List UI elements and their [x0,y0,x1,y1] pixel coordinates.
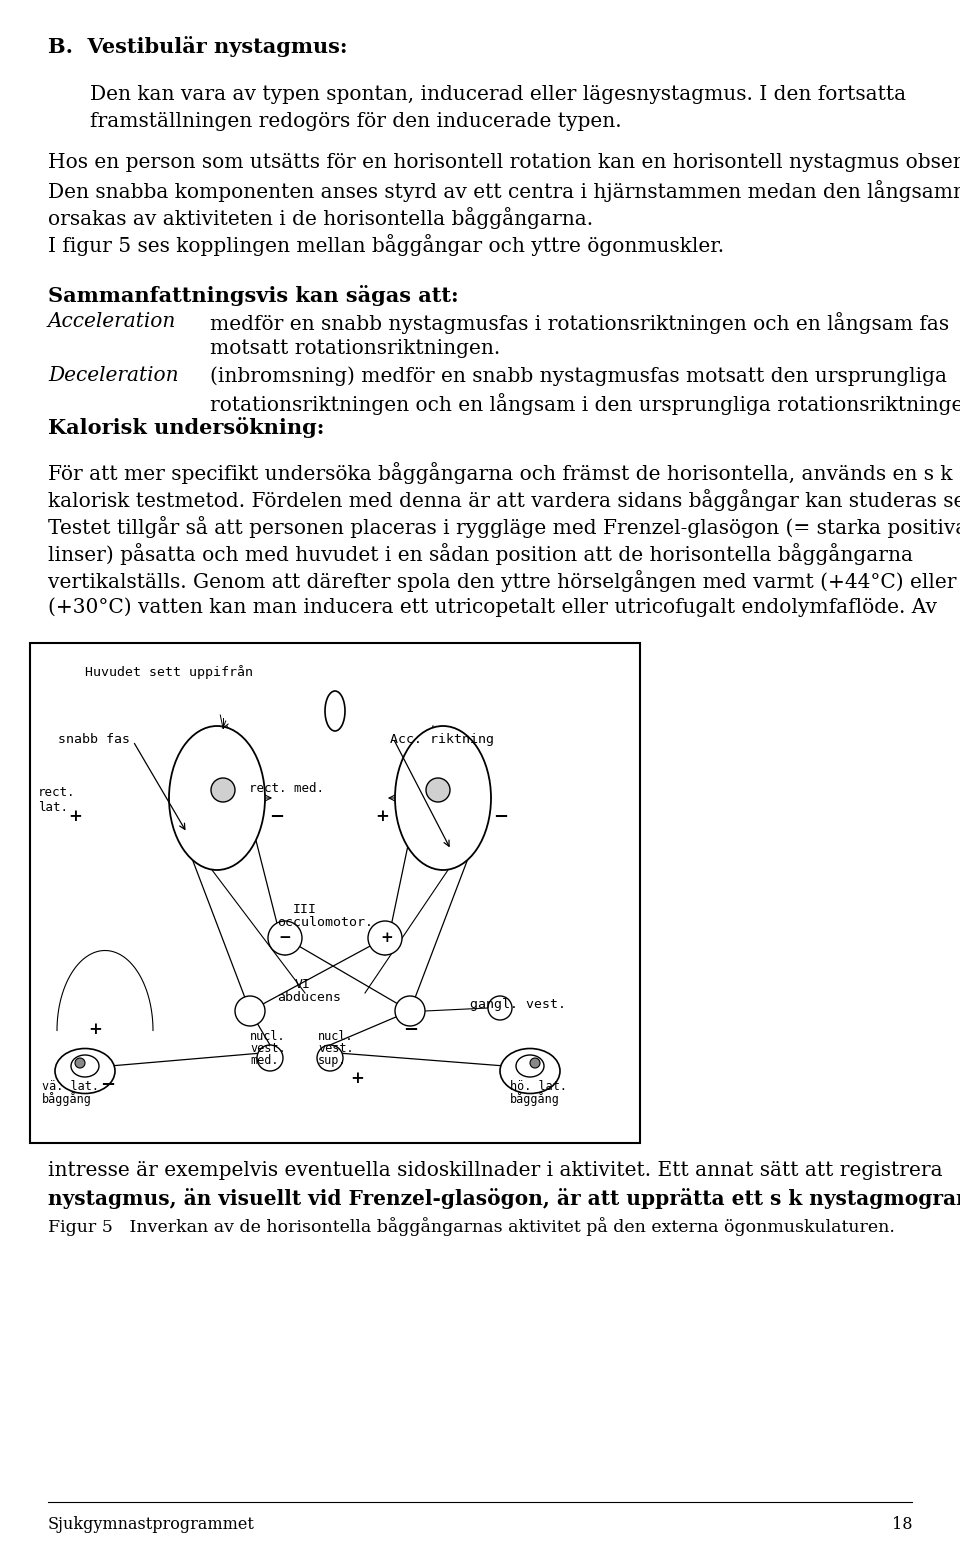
Ellipse shape [500,1048,560,1094]
Text: I figur 5 ses kopplingen mellan båggångar och yttre ögonmuskler.: I figur 5 ses kopplingen mellan båggånga… [48,234,724,256]
Circle shape [426,778,450,801]
Text: nucl.: nucl. [250,1029,286,1043]
Text: hö. lat.: hö. lat. [510,1080,567,1093]
Text: rect. med.: rect. med. [249,781,324,795]
Text: linser) påsatta och med huvudet i en sådan position att de horisontella båggånga: linser) påsatta och med huvudet i en såd… [48,542,913,566]
Text: +: + [88,1022,102,1039]
Text: För att mer specifikt undersöka båggångarna och främst de horisontella, används : För att mer specifikt undersöka båggånga… [48,462,952,484]
Text: Acc. riktning: Acc. riktning [390,734,494,746]
Circle shape [317,1045,343,1071]
Text: nystagmus, än visuellt vid Frenzel-glasögon, är att upprätta ett s k nystagmogra: nystagmus, än visuellt vid Frenzel-glasö… [48,1188,960,1210]
Ellipse shape [55,1048,115,1094]
Bar [30,643,640,1143]
Text: −: − [403,1022,419,1039]
Circle shape [530,1059,540,1068]
Text: vest.: vest. [250,1042,286,1056]
Text: sup.: sup. [318,1054,347,1066]
Ellipse shape [71,1056,99,1077]
Circle shape [235,995,265,1026]
Circle shape [488,995,512,1020]
Text: −: − [100,1076,115,1094]
Text: vertikalställs. Genom att därefter spola den yttre hörselgången med varmt (+44°C: vertikalställs. Genom att därefter spola… [48,570,960,592]
Text: −: − [269,807,284,826]
Circle shape [75,1059,85,1068]
Text: nucl.: nucl. [318,1029,353,1043]
Text: Sammanfattningsvis kan sägas att:: Sammanfattningsvis kan sägas att: [48,285,459,307]
Text: båggång: båggång [510,1093,560,1106]
Text: +: + [68,807,82,824]
Text: +: + [350,1069,364,1086]
Text: lat.: lat. [38,801,68,814]
Text: −: − [278,931,291,945]
Text: (inbromsning) medför en snabb nystagmusfas motsatt den ursprungliga: (inbromsning) medför en snabb nystagmusf… [210,367,947,385]
Text: med.: med. [250,1054,278,1066]
Text: båggång: båggång [42,1093,92,1106]
Text: vest.: vest. [318,1042,353,1056]
Text: B.  Vestibulär nystagmus:: B. Vestibulär nystagmus: [48,35,348,57]
Text: III: III [293,903,317,915]
Text: vä. lat.: vä. lat. [42,1080,99,1093]
Text: VI: VI [295,979,311,991]
Text: rotationsriktningen och en långsam i den ursprungliga rotationsriktningen.: rotationsriktningen och en långsam i den… [210,393,960,415]
Ellipse shape [325,690,345,730]
Text: Den snabba komponenten anses styrd av ett centra i hjärnstammen medan den långsa: Den snabba komponenten anses styrd av et… [48,180,960,202]
Text: +: + [375,807,389,824]
Text: 18: 18 [892,1516,912,1533]
Text: medför en snabb nystagmusfas i rotationsriktningen och en långsam fas: medför en snabb nystagmusfas i rotations… [210,311,949,334]
Text: framställningen redogörs för den inducerade typen.: framställningen redogörs för den inducer… [90,112,622,131]
Text: Deceleration: Deceleration [48,367,179,385]
Circle shape [257,1045,283,1071]
Text: Den kan vara av typen spontan, inducerad eller lägesnystagmus. I den fortsatta: Den kan vara av typen spontan, inducerad… [90,85,906,103]
Text: Hos en person som utsätts för en horisontell rotation kan en horisontell nystagm: Hos en person som utsätts för en horison… [48,153,960,173]
Text: Kalorisk undersökning:: Kalorisk undersökning: [48,418,324,438]
Text: motsatt rotationsriktningen.: motsatt rotationsriktningen. [210,339,500,358]
Text: Acceleration: Acceleration [48,311,177,331]
Circle shape [395,995,425,1026]
Text: snabb fas: snabb fas [58,734,130,746]
Text: (+30°C) vatten kan man inducera ett utricopetalt eller utricofugalt endolymfaflö: (+30°C) vatten kan man inducera ett utri… [48,596,937,616]
Text: −: − [493,807,508,826]
Circle shape [211,778,235,801]
Text: Huvudet sett uppifrån: Huvudet sett uppifrån [85,666,253,680]
Text: Testet tillgår så att personen placeras i ryggläge med Frenzel-glasögon (= stark: Testet tillgår så att personen placeras … [48,516,960,538]
Text: Sjukgymnastprogrammet: Sjukgymnastprogrammet [48,1516,254,1533]
Text: rect.: rect. [38,786,76,798]
Text: +: + [380,931,393,945]
Text: intresse är exempelvis eventuella sidoskillnader i aktivitet. Ett annat sätt att: intresse är exempelvis eventuella sidosk… [48,1160,943,1180]
Circle shape [268,922,302,955]
Ellipse shape [516,1056,544,1077]
Ellipse shape [395,726,491,871]
Text: occulomotor.: occulomotor. [277,915,373,929]
Text: gangl. vest.: gangl. vest. [470,999,566,1011]
Circle shape [368,922,402,955]
Text: kalorisk testmetod. Fördelen med denna är att vardera sidans båggångar kan stude: kalorisk testmetod. Fördelen med denna ä… [48,488,960,512]
Text: Figur 5   Inverkan av de horisontella båggångarnas aktivitet på den externa ögon: Figur 5 Inverkan av de horisontella bågg… [48,1217,895,1236]
Ellipse shape [169,726,265,871]
Text: abducens: abducens [277,991,341,1005]
Text: orsakas av aktiviteten i de horisontella båggångarna.: orsakas av aktiviteten i de horisontella… [48,206,593,230]
